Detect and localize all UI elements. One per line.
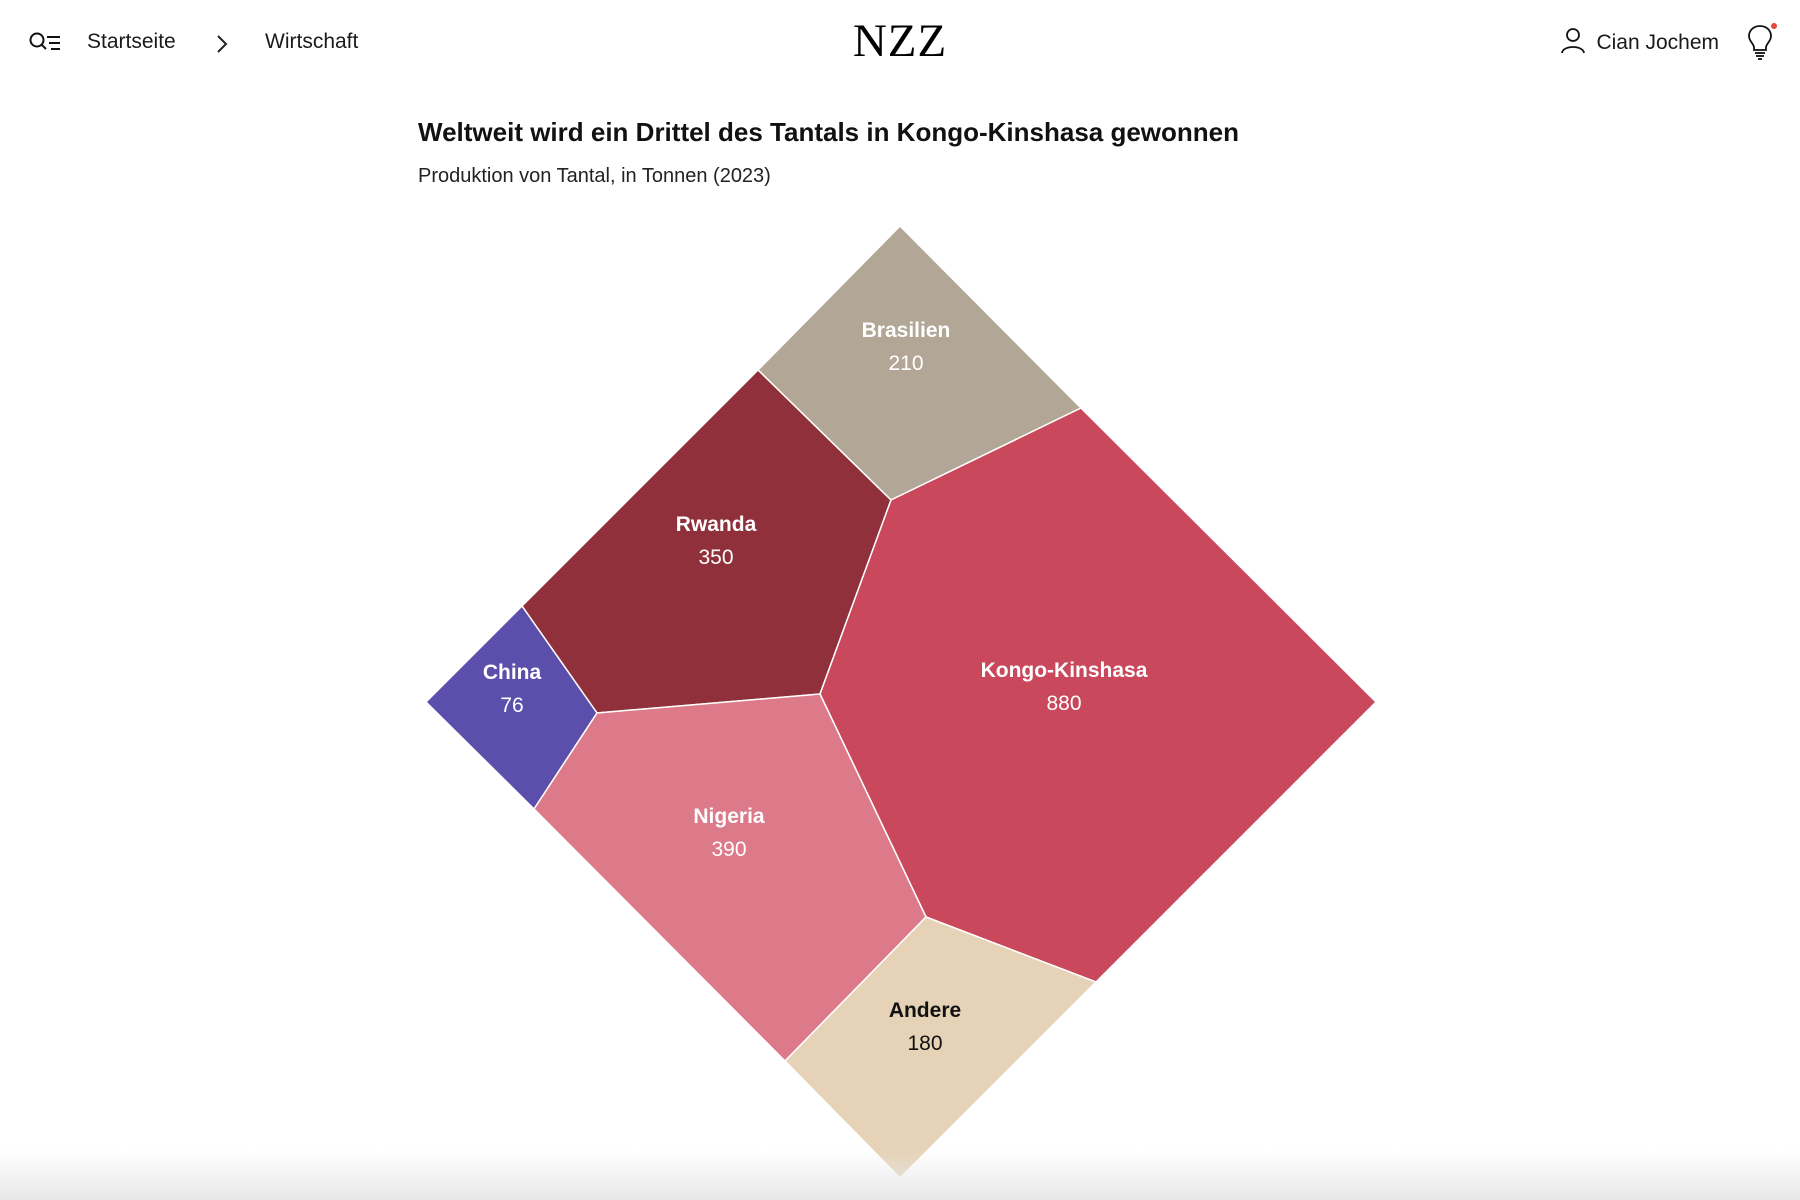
label-kongo-kinshasa: Kongo-Kinshasa	[981, 659, 1148, 682]
nzz-logo[interactable]: NZZ	[852, 15, 948, 67]
breadcrumb-wirtschaft-link[interactable]: Wirtschaft	[265, 30, 359, 53]
value-andere: 180	[907, 1032, 942, 1055]
label-rwanda: Rwanda	[676, 513, 757, 536]
value-kongo-kinshasa: 880	[1046, 692, 1081, 715]
tantalum-voronoi-chart: Brasilien 210 Rwanda 350 China 76 Kongo-Kinsha…	[0, 200, 1800, 1200]
value-brasilien: 210	[888, 352, 923, 375]
user-icon	[1560, 27, 1586, 60]
breadcrumb-home-link[interactable]: Startseite	[87, 30, 176, 53]
chart-canvas: Brasilien 210 Rwanda 350 China 76 Kongo-Kinsha…	[424, 224, 1378, 1180]
user-account-button[interactable]: Cian Jochem	[1560, 26, 1719, 60]
label-nigeria: Nigeria	[693, 805, 765, 828]
value-nigeria: 390	[711, 838, 746, 861]
chart-subtitle: Produktion von Tantal, in Tonnen (2023)	[418, 165, 771, 187]
chart-headline: Weltweit wird ein Drittel des Tantals in…	[418, 117, 1240, 147]
value-china: 76	[500, 694, 523, 717]
notification-dot	[1771, 23, 1777, 29]
value-rwanda: 350	[698, 546, 733, 569]
label-china: China	[483, 661, 542, 684]
chevron-right-icon	[212, 31, 232, 57]
menu-search-icon[interactable]	[28, 28, 62, 58]
top-navigation-bar: Startseite Wirtschaft NZZ Cian Jochem	[0, 0, 1800, 86]
label-brasilien: Brasilien	[862, 319, 951, 342]
user-name: Cian Jochem	[1596, 31, 1719, 54]
lightbulb-icon[interactable]	[1744, 22, 1778, 62]
label-andere: Andere	[889, 999, 961, 1022]
